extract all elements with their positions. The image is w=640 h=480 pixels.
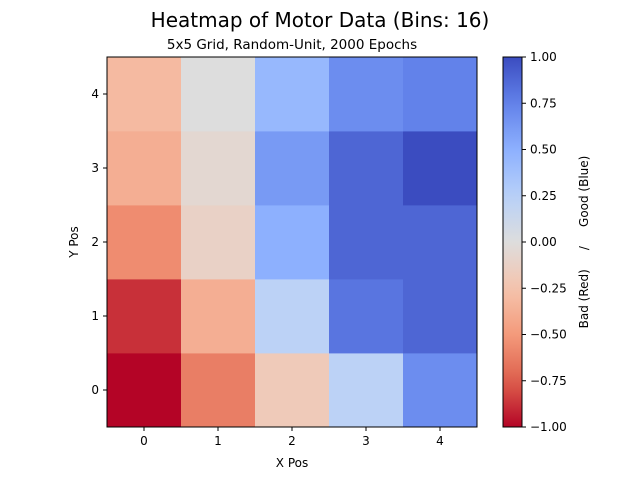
colorbar	[502, 56, 523, 428]
colorbar-tick-label: 0.50	[530, 143, 557, 157]
colorbar-tick-label: 0.25	[530, 189, 557, 203]
heatmap-cell	[329, 57, 404, 132]
x-tick-label: 3	[362, 434, 370, 448]
y-tick-label: 2	[91, 235, 99, 249]
heatmap-cell	[107, 205, 182, 280]
colorbar-ticks: −1.00 −0.75 −0.50 −0.25 0.00 0.25 0.50 0.75 1.00	[522, 50, 567, 434]
colorbar-tick-label: 1.00	[530, 50, 557, 64]
x-tick-label: 2	[288, 434, 296, 448]
heatmap-cell	[255, 205, 330, 280]
colorbar-tick-label: −0.75	[530, 374, 567, 388]
heatmap-cell	[107, 131, 182, 206]
colorbar-tick-label: 0.00	[530, 235, 557, 249]
colorbar-tick-label: −0.25	[530, 281, 567, 295]
heatmap-cell	[107, 353, 182, 428]
y-tick-label: 3	[91, 161, 99, 175]
heatmap-cell	[181, 131, 256, 206]
x-tick-label: 0	[140, 434, 148, 448]
colorbar-tick-label: −1.00	[530, 420, 567, 434]
heatmap-cell	[181, 57, 256, 132]
heatmap-cell	[181, 205, 256, 280]
heatmap-cell	[403, 279, 478, 354]
colorbar-tick-label: −0.50	[530, 328, 567, 342]
heatmap-cell	[403, 131, 478, 206]
colorbar-tick-label: 0.75	[530, 96, 557, 110]
x-tick-label: 4	[436, 434, 444, 448]
heatmap-cell	[181, 279, 256, 354]
y-tick-label: 4	[91, 87, 99, 101]
colorbar-label: Bad (Red) / Good (Blue)	[577, 156, 591, 329]
heatmap-cell	[181, 353, 256, 428]
x-axis-label: X Pos	[276, 456, 308, 470]
chart-title: Heatmap of Motor Data (Bins: 16)	[151, 8, 490, 32]
heatmap-cell	[403, 57, 478, 132]
y-tick-label: 1	[91, 309, 99, 323]
y-tick-label: 0	[91, 383, 99, 397]
heatmap-cell	[329, 205, 404, 280]
heatmap-cell	[329, 353, 404, 428]
chart-subtitle: 5x5 Grid, Random-Unit, 2000 Epochs	[167, 37, 417, 53]
heatmap-cell	[255, 279, 330, 354]
heatmap-cell	[403, 353, 478, 428]
heatmap-cell	[329, 131, 404, 206]
heatmap-cell	[107, 279, 182, 354]
y-axis-label: Y Pos	[67, 226, 81, 259]
heatmap-cell	[329, 279, 404, 354]
x-axis-ticks: 0 1 2 3 4	[140, 427, 444, 448]
heatmap-cell	[403, 205, 478, 280]
x-tick-label: 1	[214, 434, 222, 448]
heatmap-cells	[107, 57, 478, 428]
y-axis-ticks: 0 1 2 3 4	[91, 87, 107, 397]
heatmap-cell	[255, 353, 330, 428]
heatmap-cell	[255, 131, 330, 206]
heatmap-cell	[255, 57, 330, 132]
heatmap-cell	[107, 57, 182, 132]
